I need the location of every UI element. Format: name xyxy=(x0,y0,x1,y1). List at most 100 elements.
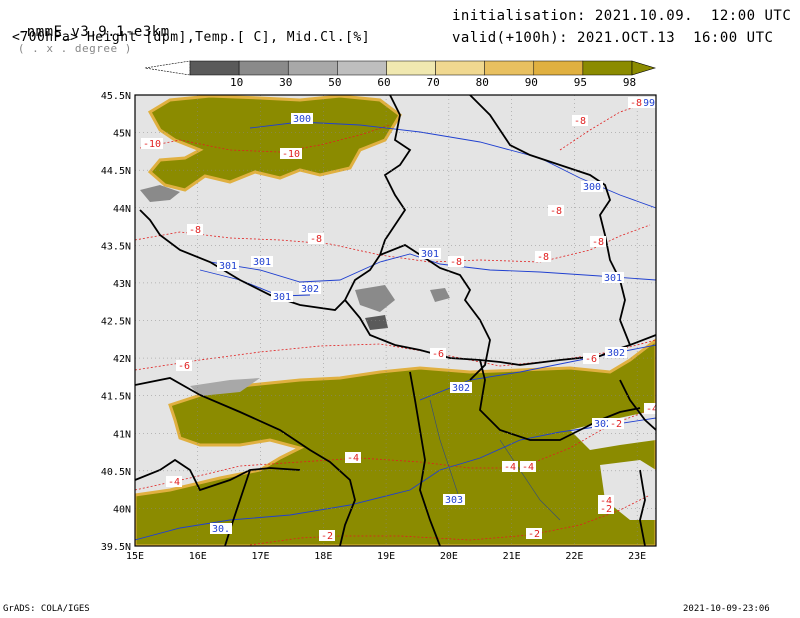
colorbar-swatch xyxy=(386,60,436,76)
valid-time: valid(+100h): 2021.OCT.13 16:00 UTC xyxy=(452,30,774,46)
temp-contour-label: -4 xyxy=(522,462,534,473)
colorbar-swatch xyxy=(287,60,338,76)
colorbar-label: 90 xyxy=(525,76,538,89)
lon-tick-label: 15E xyxy=(126,551,144,562)
temp-contour-label: -2 xyxy=(528,529,540,540)
model-name: -nmmE_v3.9.1-e3km xyxy=(17,24,170,40)
height-contour-label: 301 xyxy=(273,292,291,303)
height-contour-label: 302 xyxy=(607,348,625,359)
lat-tick-label: 39.5N xyxy=(101,542,131,553)
temp-contour-label: -4 xyxy=(168,477,180,488)
temp-contour-label: -6 xyxy=(585,354,597,365)
height-contour-label: 302 xyxy=(594,419,612,430)
lon-tick-label: 19E xyxy=(377,551,395,562)
cloud-patch xyxy=(140,185,180,202)
model-suffix: ( . x . degree ) xyxy=(17,42,132,55)
height-contour-label: 302 xyxy=(452,383,470,394)
colorbar-label: 70 xyxy=(426,76,439,89)
lat-tick-label: 40.5N xyxy=(101,467,131,478)
footer-credit: GrADS: COLA/IGES xyxy=(3,604,90,614)
lat-tick-label: 44N xyxy=(113,204,131,215)
height-contour-label: 301 xyxy=(604,273,622,284)
graticule xyxy=(135,95,656,546)
temp-contour-label: -2 xyxy=(600,504,612,515)
temp-contour-label: -8 xyxy=(574,116,586,127)
colorbar: 10 30 50 60 70 80 90 95 98 xyxy=(144,60,657,89)
height-contour-label: 301 xyxy=(219,261,237,272)
colorbar-swatch xyxy=(582,60,633,76)
height-contour-label: 301 xyxy=(421,249,439,260)
colorbar-label: 98 xyxy=(623,76,636,89)
cloud-patch xyxy=(430,288,450,302)
cloud-patch xyxy=(355,285,395,312)
clear-patch xyxy=(570,410,656,450)
temp-contour-label: -4 xyxy=(646,404,658,415)
lat-tick-label: 45.5N xyxy=(101,91,131,102)
colorbar-label: 10 xyxy=(230,76,243,89)
lon-tick-label: 16E xyxy=(189,551,207,562)
colorbar-label: 60 xyxy=(377,76,390,89)
temp-contour-label: -10 xyxy=(282,149,300,160)
cloud-patch xyxy=(365,315,388,330)
lat-tick-label: 41N xyxy=(113,429,131,440)
height-contour-label: 301 xyxy=(253,257,271,268)
temp-contour-label: -4 xyxy=(504,462,516,473)
lon-tick-label: 20E xyxy=(440,551,458,562)
cloud-patch xyxy=(190,378,260,396)
temp-contour-label: -8 xyxy=(550,206,562,217)
lon-tick-label: 21E xyxy=(503,551,521,562)
colorbar-label: 80 xyxy=(476,76,489,89)
lat-tick-label: 44.5N xyxy=(101,166,131,177)
colorbar-label: 95 xyxy=(574,76,587,89)
temp-contour-label: -6 xyxy=(432,349,444,360)
lon-tick-label: 17E xyxy=(252,551,270,562)
colorbar-swatch xyxy=(484,60,535,76)
cloud-area-south xyxy=(135,338,656,546)
lat-tick-label: 43N xyxy=(113,279,131,290)
temp-contour-label: -8 xyxy=(189,225,201,236)
lat-tick-label: 40N xyxy=(113,504,131,515)
lat-tick-label: 45N xyxy=(113,129,131,140)
height-contour-label: 303 xyxy=(445,495,463,506)
colorbar-swatch xyxy=(238,60,289,76)
colorbar-swatch xyxy=(337,60,387,76)
temp-contour-label: -2 xyxy=(321,531,333,542)
colorbar-swatch xyxy=(533,60,584,76)
temp-contour-label: -8 xyxy=(630,98,642,109)
colorbar-label: 30 xyxy=(279,76,292,89)
temp-contour-label: -8 xyxy=(537,252,549,263)
lon-tick-label: 22E xyxy=(565,551,583,562)
height-contour-label: 300 xyxy=(293,114,311,125)
colorbar-swatch xyxy=(189,60,240,76)
rivers xyxy=(429,399,561,521)
colorbar-label: 50 xyxy=(328,76,341,89)
temp-contour-label: -10 xyxy=(143,139,161,150)
lat-tick-label: 42.5N xyxy=(101,317,131,328)
lat-tick-label: 43.5N xyxy=(101,241,131,252)
height-contour-label: 30. xyxy=(212,524,230,535)
height-contour-label: 299 xyxy=(637,98,655,109)
height-contour-label: 300 xyxy=(583,182,601,193)
colorbar-swatch xyxy=(435,60,485,76)
temp-contour-label: -8 xyxy=(310,234,322,245)
variables-title: <700hPa> Height [dpm],Temp.[ C], Mid.Cl.… xyxy=(12,30,371,45)
temp-contour-label: -4 xyxy=(347,453,359,464)
model-title: -nmmE_v3.9.1-e3km ( . x . degree ) xyxy=(0,8,170,56)
lat-tick-label: 41.5N xyxy=(101,392,131,403)
height-contour-label: 302 xyxy=(301,284,319,295)
colorbar-high-triangle xyxy=(631,60,657,76)
init-time: initialisation: 2021.10.09. 12:00 UTC xyxy=(452,8,792,24)
temp-contour-label: -6 xyxy=(178,361,190,372)
colorbar-low-triangle xyxy=(144,60,191,76)
temp-contour-label: -8 xyxy=(592,237,604,248)
cloud-area-north xyxy=(147,95,402,192)
map-border xyxy=(134,94,657,547)
footer-timestamp: 2021-10-09-23:06 xyxy=(683,604,770,614)
temp-contour-label: -8 xyxy=(450,257,462,268)
lon-tick-label: 23E xyxy=(628,551,646,562)
temp-contour-label: -4 xyxy=(600,496,612,507)
lat-tick-label: 42N xyxy=(113,354,131,365)
lon-tick-label: 18E xyxy=(314,551,332,562)
temp-contour-label: -2 xyxy=(610,419,622,430)
